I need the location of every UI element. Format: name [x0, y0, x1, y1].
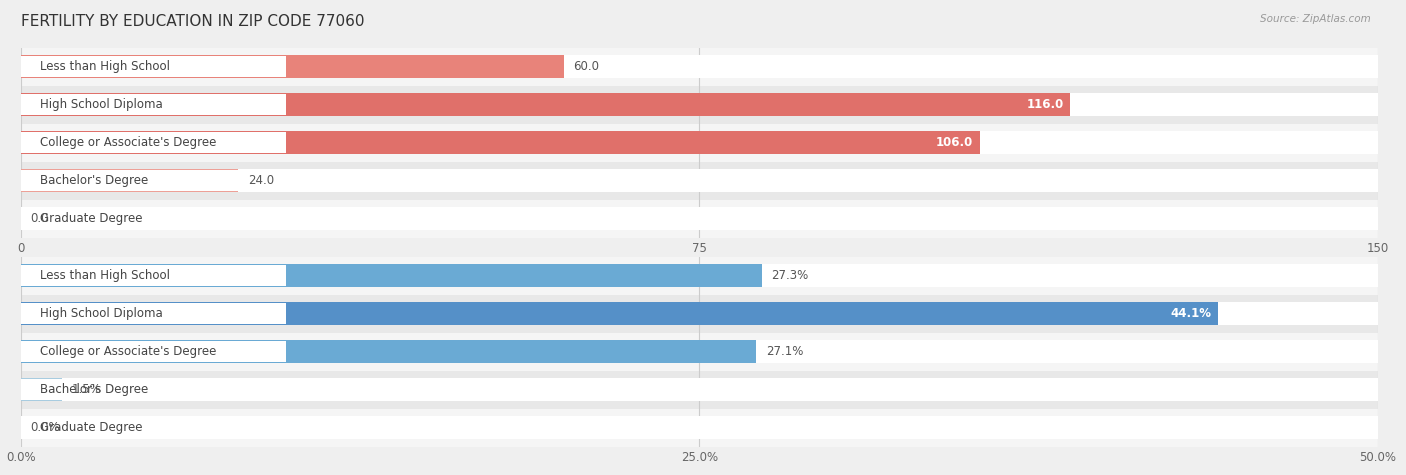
Bar — [21, 332, 1378, 371]
Bar — [21, 131, 1378, 154]
Text: Less than High School: Less than High School — [39, 269, 170, 282]
Bar — [21, 340, 756, 363]
Bar — [21, 264, 762, 287]
Text: Less than High School: Less than High School — [39, 60, 170, 73]
Text: 24.0: 24.0 — [247, 174, 274, 187]
Bar — [21, 133, 285, 152]
Bar — [21, 264, 1378, 287]
Text: Graduate Degree: Graduate Degree — [39, 421, 142, 434]
Bar — [21, 294, 1378, 332]
Bar — [21, 57, 285, 76]
Bar — [21, 169, 238, 192]
Bar — [21, 55, 564, 78]
Bar — [21, 378, 62, 401]
Text: Source: ZipAtlas.com: Source: ZipAtlas.com — [1260, 14, 1371, 24]
Bar — [21, 169, 1378, 192]
Bar — [21, 55, 1378, 78]
Text: 0.0: 0.0 — [31, 212, 49, 225]
Bar — [21, 162, 1378, 199]
Text: High School Diploma: High School Diploma — [39, 307, 162, 320]
Bar — [21, 342, 285, 361]
Bar — [21, 200, 1378, 238]
Bar — [21, 378, 1378, 401]
Text: Bachelor's Degree: Bachelor's Degree — [39, 383, 148, 396]
Bar — [21, 408, 1378, 446]
Bar — [21, 302, 1378, 325]
Bar — [21, 95, 285, 114]
Bar — [21, 418, 285, 437]
Bar — [21, 340, 1378, 363]
Bar — [21, 416, 1378, 439]
Bar — [21, 48, 1378, 86]
Text: Graduate Degree: Graduate Degree — [39, 212, 142, 225]
Bar — [21, 380, 285, 399]
Bar — [21, 86, 1378, 124]
Bar — [21, 131, 980, 154]
Bar — [21, 93, 1070, 116]
Bar — [21, 171, 285, 190]
Text: 1.5%: 1.5% — [72, 383, 101, 396]
Bar — [21, 207, 1378, 230]
Text: 0.0%: 0.0% — [31, 421, 60, 434]
Bar — [21, 266, 285, 285]
Bar — [21, 304, 285, 323]
Text: 60.0: 60.0 — [574, 60, 599, 73]
Text: 27.1%: 27.1% — [766, 345, 803, 358]
Bar — [21, 370, 1378, 408]
Bar — [21, 302, 1218, 325]
Text: 116.0: 116.0 — [1026, 98, 1063, 111]
Text: Bachelor's Degree: Bachelor's Degree — [39, 174, 148, 187]
Text: High School Diploma: High School Diploma — [39, 98, 162, 111]
Text: College or Associate's Degree: College or Associate's Degree — [39, 345, 217, 358]
Bar — [21, 209, 285, 228]
Text: FERTILITY BY EDUCATION IN ZIP CODE 77060: FERTILITY BY EDUCATION IN ZIP CODE 77060 — [21, 14, 364, 29]
Text: 44.1%: 44.1% — [1170, 307, 1211, 320]
Text: College or Associate's Degree: College or Associate's Degree — [39, 136, 217, 149]
Bar — [21, 93, 1378, 116]
Bar — [21, 124, 1378, 162]
Text: 27.3%: 27.3% — [772, 269, 808, 282]
Bar — [21, 256, 1378, 294]
Text: 106.0: 106.0 — [936, 136, 973, 149]
